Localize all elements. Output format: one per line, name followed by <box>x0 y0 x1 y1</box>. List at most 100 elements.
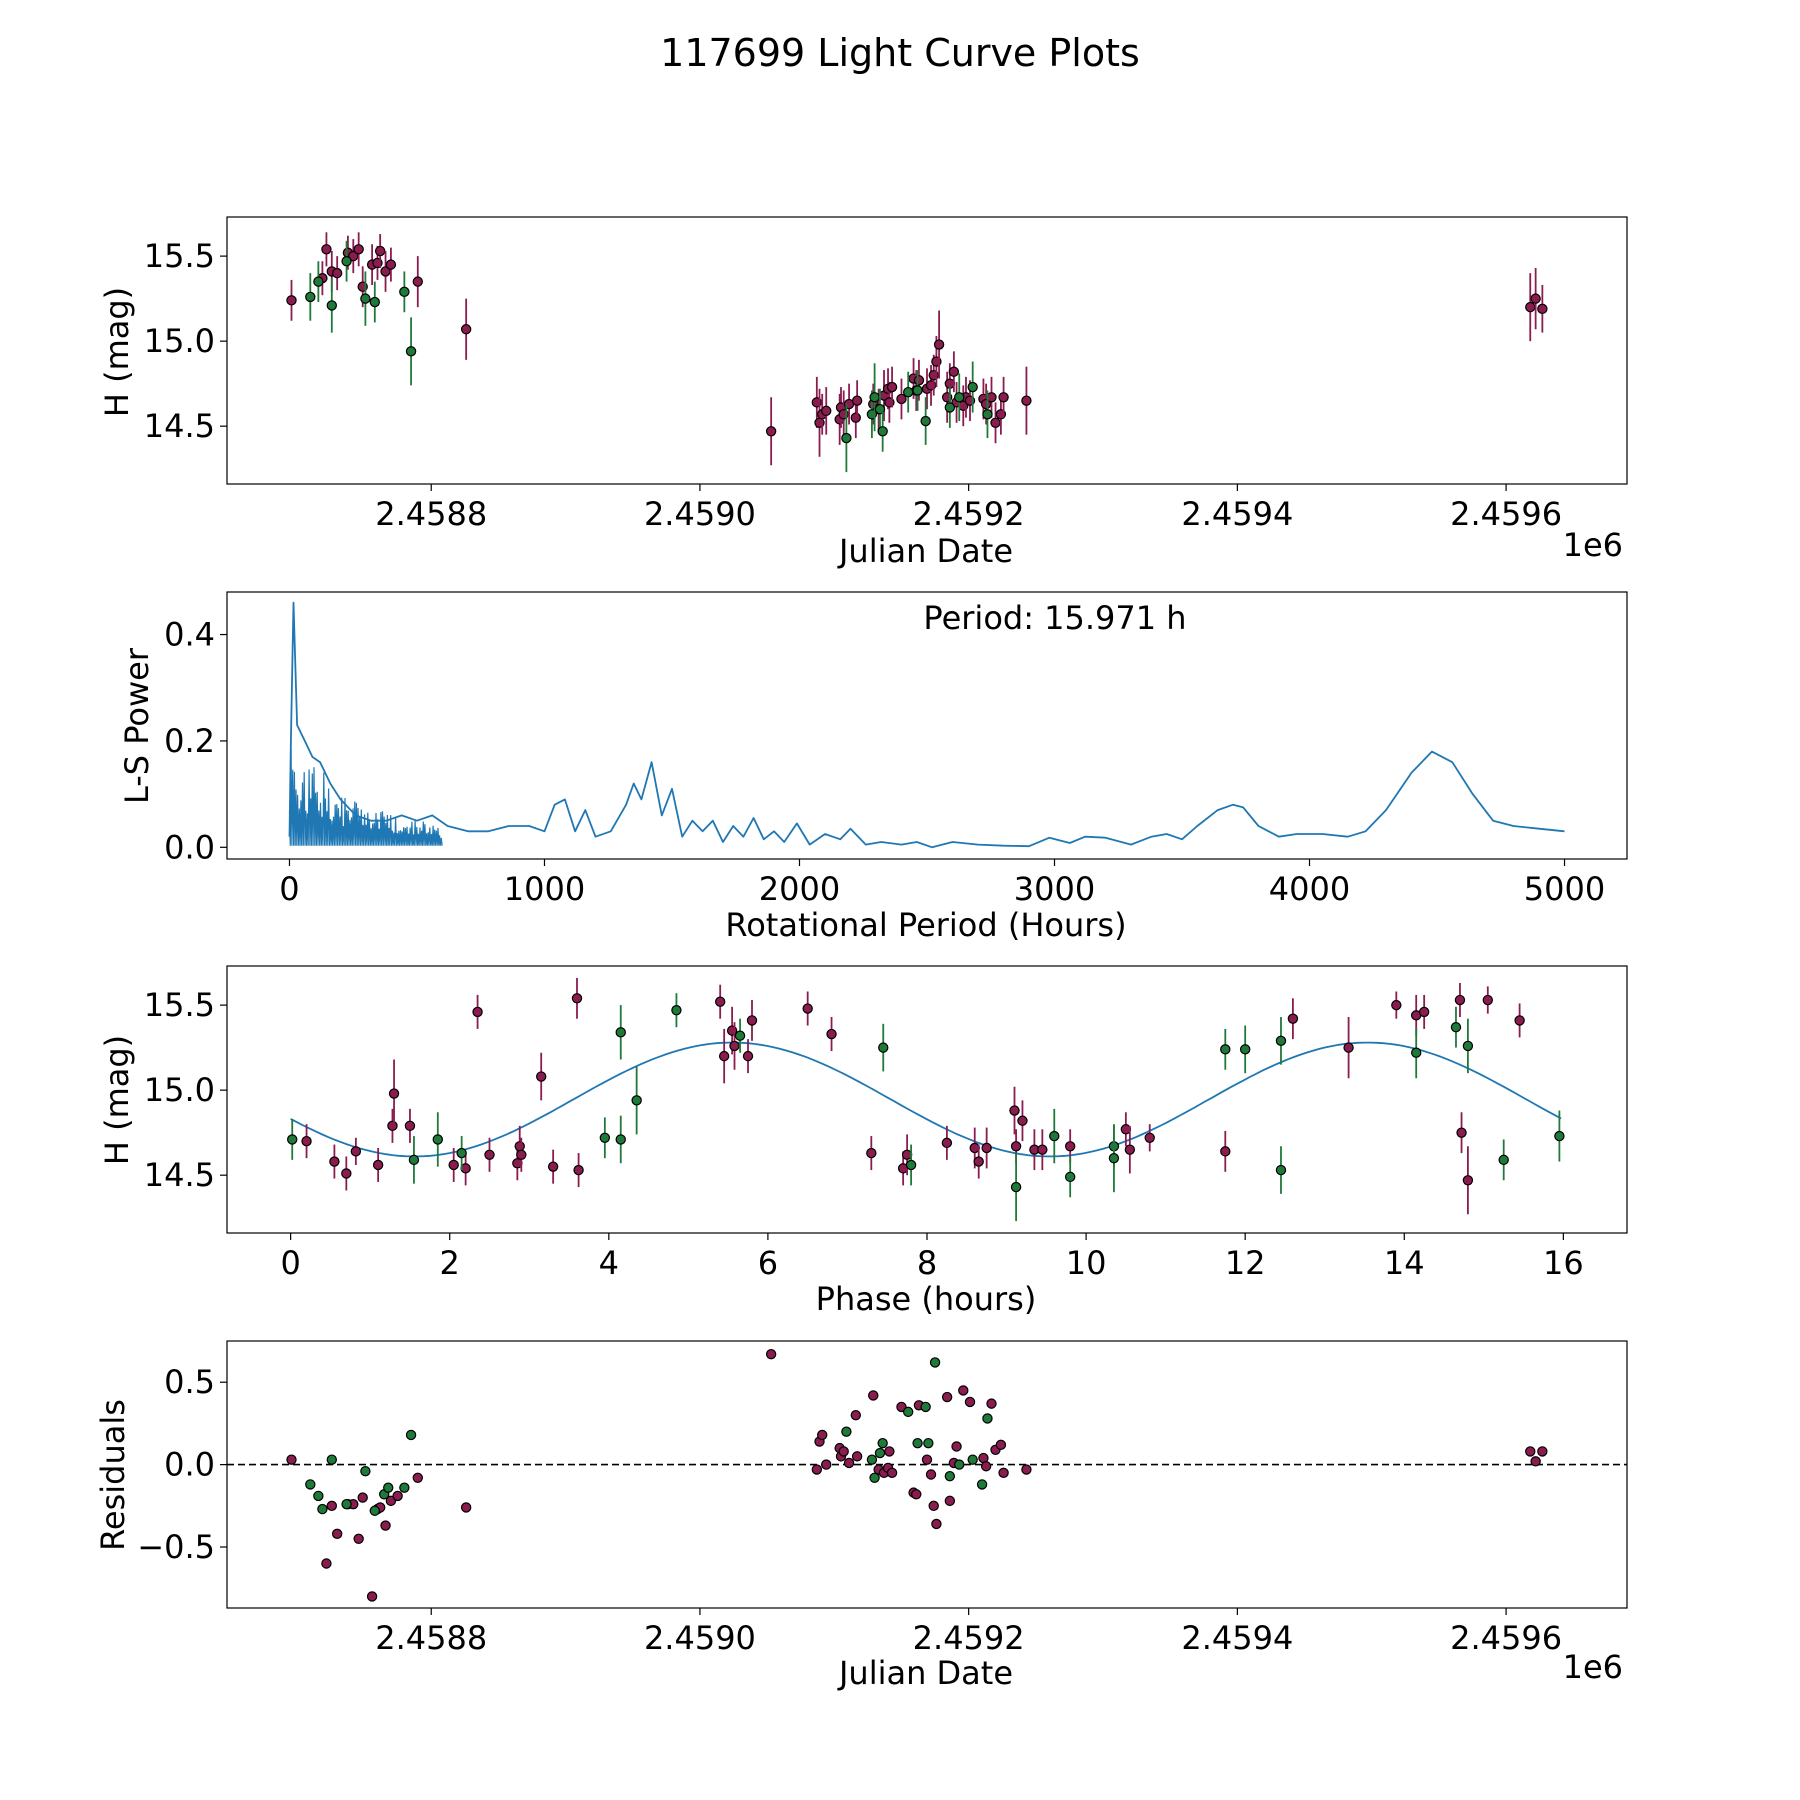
residuals-ylabel: Residuals <box>94 1399 132 1551</box>
lightcurve-xtick-label: 2.4590 <box>644 495 756 533</box>
phase-xtick-label: 2 <box>440 1244 460 1282</box>
lightcurve-ytick-label: 15.0 <box>144 322 215 360</box>
residuals-point-filter-magenta <box>884 1446 895 1457</box>
phase-point-filter-green <box>905 1159 917 1171</box>
phase-point-filter-magenta <box>742 1050 754 1062</box>
lightcurve-point-filter-green <box>405 346 417 357</box>
residuals-point-filter-green <box>360 1466 371 1477</box>
phase-point-filter-magenta <box>448 1159 459 1171</box>
residuals-point-filter-magenta <box>951 1441 962 1452</box>
lightcurve-point-filter-magenta <box>1525 301 1536 313</box>
phase-point-filter-magenta <box>387 1120 398 1132</box>
residuals-point-filter-magenta <box>886 1467 898 1479</box>
lightcurve-ylabel: H (mag) <box>98 287 136 417</box>
periodogram-panel: Rotational Period (Hours) L-S Power Peri… <box>118 591 1628 944</box>
phase-point-filter-magenta <box>1462 1175 1474 1186</box>
phase-point-filter-green <box>1108 1152 1120 1164</box>
lightcurve-point-filter-green <box>341 256 352 267</box>
periodogram-plot-area <box>288 601 1565 849</box>
residuals-point-filter-magenta <box>331 1528 343 1540</box>
phase-point-filter-magenta <box>729 1040 740 1052</box>
residuals-xlabel: Julian Date <box>837 1654 1013 1692</box>
lightcurve-point-filter-magenta <box>765 426 777 437</box>
lightcurve-point-filter-green <box>954 392 965 403</box>
phase-point-filter-magenta <box>350 1146 362 1157</box>
phase-point-filter-magenta <box>341 1168 352 1179</box>
phase-point-filter-magenta <box>941 1137 953 1149</box>
lightcurve-point-filter-green <box>841 432 852 444</box>
residuals-point-filter-magenta <box>850 1409 861 1421</box>
phase-xtick-label: 10 <box>1066 1244 1107 1282</box>
residuals-point-filter-magenta <box>998 1467 1009 1479</box>
residuals-point-filter-green <box>383 1482 394 1493</box>
phase-point-filter-magenta <box>472 1006 483 1018</box>
phase-point-filter-magenta <box>1454 994 1466 1006</box>
residuals-point-filter-magenta <box>838 1446 849 1457</box>
residuals-point-filter-magenta <box>1537 1446 1548 1457</box>
phase-point-filter-magenta <box>1456 1127 1467 1138</box>
residuals-point-filter-green <box>944 1470 956 1482</box>
residuals-point-filter-green <box>929 1357 941 1368</box>
phase-point-filter-green <box>456 1147 467 1159</box>
lightcurve-point-filter-green <box>944 402 956 413</box>
periodogram-xtick-label: 1000 <box>504 870 585 908</box>
lightcurve-point-filter-green <box>912 385 923 396</box>
lightcurve-point-filter-magenta <box>460 324 472 335</box>
phase-point-filter-green <box>1010 1181 1022 1193</box>
periodogram-xtick-label: 5000 <box>1524 870 1605 908</box>
residuals-point-filter-green <box>869 1472 880 1483</box>
light-curve-panel: Julian Date 1e6 H (mag) 2.4588 2.4590 2.45… <box>98 216 1628 570</box>
phase-point-filter-green <box>1411 1047 1422 1058</box>
periodogram-xtick-label: 3000 <box>1014 870 1095 908</box>
phase-xtick-label: 0 <box>280 1244 300 1282</box>
phase-point-filter-magenta <box>1287 1013 1299 1024</box>
residuals-point-filter-magenta <box>986 1398 997 1409</box>
phase-point-filter-green <box>1498 1154 1509 1166</box>
phase-point-filter-magenta <box>484 1149 495 1160</box>
residuals-point-filter-green <box>841 1426 852 1437</box>
residuals-plot-area <box>227 1348 1627 1602</box>
residuals-point-filter-green <box>317 1503 328 1515</box>
lightcurve-xtick-label: 2.4592 <box>913 495 1025 533</box>
lightcurve-point-filter-magenta <box>1530 293 1541 304</box>
residuals-point-filter-magenta <box>353 1533 364 1544</box>
lightcurve-point-filter-green <box>877 426 888 437</box>
residuals-point-filter-green <box>920 1401 931 1413</box>
residuals-point-filter-magenta <box>380 1520 391 1531</box>
residuals-point-filter-magenta <box>366 1591 378 1602</box>
lightcurve-point-filter-magenta <box>321 244 332 255</box>
lightcurve-point-filter-magenta <box>933 339 945 350</box>
phase-point-filter-magenta <box>1017 1115 1028 1126</box>
periodogram-xtick-label: 2000 <box>759 870 840 908</box>
phase-point-filter-magenta <box>404 1120 416 1132</box>
phase-point-filter-green <box>1275 1035 1287 1047</box>
residuals-point-filter-green <box>326 1454 337 1465</box>
residuals-point-filter-magenta <box>843 1457 855 1469</box>
lightcurve-x-offset: 1e6 <box>1563 526 1623 564</box>
residuals-point-filter-magenta <box>817 1429 828 1441</box>
residuals-point-filter-magenta <box>286 1454 297 1465</box>
phase-point-filter-green <box>734 1030 746 1041</box>
phase-point-filter-magenta <box>866 1147 877 1159</box>
residuals-point-filter-magenta <box>911 1489 922 1500</box>
phase-point-filter-green <box>1554 1130 1565 1142</box>
residuals-point-filter-magenta <box>1021 1464 1032 1475</box>
phase-point-filter-magenta <box>571 993 583 1004</box>
phase-point-filter-green <box>287 1134 298 1145</box>
residuals-x-offset: 1e6 <box>1563 1648 1623 1686</box>
phase-xtick-label: 8 <box>917 1244 937 1282</box>
phase-point-filter-magenta <box>1064 1141 1076 1152</box>
lightcurve-point-filter-magenta <box>331 267 343 279</box>
phase-xtick-label: 12 <box>1225 1244 1266 1282</box>
phase-point-filter-green <box>671 1005 682 1016</box>
phase-xlabel: Phase (hours) <box>816 1280 1037 1318</box>
lightcurve-point-filter-magenta <box>412 276 423 287</box>
residuals-point-filter-magenta <box>412 1472 423 1483</box>
phase-xtick-label: 14 <box>1384 1244 1425 1282</box>
residuals-point-filter-green <box>866 1454 878 1465</box>
periodogram-xlabel: Rotational Period (Hours) <box>725 906 1126 944</box>
lightcurve-point-filter-green <box>399 286 410 298</box>
periodogram-xtick-label: 4000 <box>1269 870 1350 908</box>
residuals-point-filter-magenta <box>925 1469 937 1480</box>
